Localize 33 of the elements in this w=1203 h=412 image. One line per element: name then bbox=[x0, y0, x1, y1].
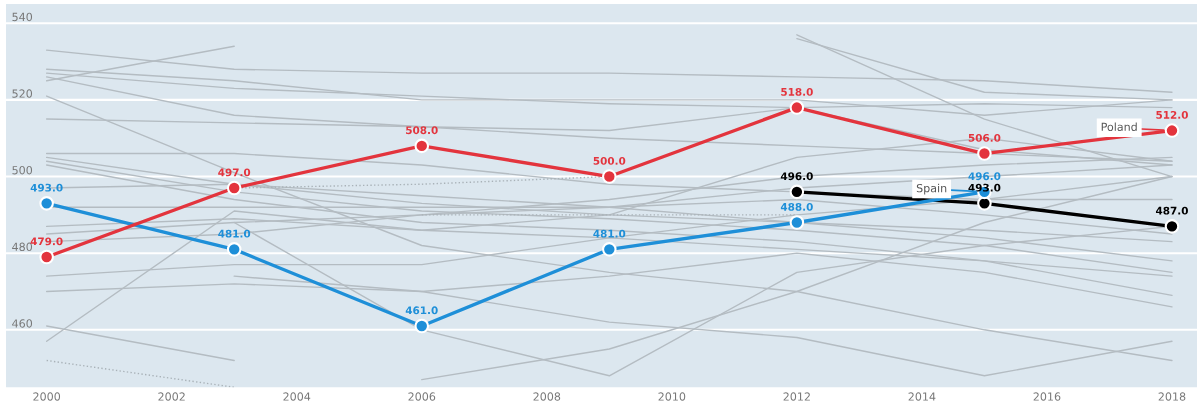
x-tick-label: 2004 bbox=[283, 392, 311, 401]
data-label: 493.0 bbox=[30, 183, 63, 192]
x-tick-label: 2000 bbox=[33, 392, 61, 401]
y-tick-label: 480 bbox=[12, 242, 33, 252]
data-label: 518.0 bbox=[781, 87, 813, 96]
data-label: 497.0 bbox=[218, 168, 251, 177]
x-tick-label: 2014 bbox=[908, 392, 936, 401]
data-label: 508.0 bbox=[406, 126, 438, 135]
data-label: 496.0 bbox=[780, 172, 813, 181]
x-tick-label: 2016 bbox=[1033, 392, 1061, 401]
data-label: 496.0 bbox=[968, 172, 1001, 181]
x-tick-label: 2012 bbox=[783, 392, 810, 401]
x-tick-label: 2018 bbox=[1158, 392, 1186, 401]
y-tick-label: 500 bbox=[12, 165, 33, 175]
data-label: 479.0 bbox=[30, 237, 63, 246]
x-tick-label: 2010 bbox=[658, 392, 686, 401]
data-label: 488.0 bbox=[780, 202, 813, 211]
legend-label: Poland bbox=[1101, 122, 1137, 132]
x-tick-label: 2006 bbox=[408, 392, 436, 401]
y-tick-label: 520 bbox=[12, 89, 33, 98]
data-label: 506.0 bbox=[968, 133, 1001, 142]
y-tick-label: 460 bbox=[12, 319, 33, 328]
data-label: 481.0 bbox=[593, 229, 626, 238]
data-label: 512.0 bbox=[1156, 110, 1188, 119]
x-tick-label: 2002 bbox=[158, 392, 185, 401]
data-label: 487.0 bbox=[1155, 206, 1188, 215]
legend-label: Spain bbox=[916, 183, 947, 195]
x-tick-label: 2008 bbox=[533, 392, 561, 401]
data-label: 493.0 bbox=[968, 183, 1001, 192]
data-label: 481.0 bbox=[218, 229, 251, 238]
y-tick-label: 540 bbox=[12, 12, 33, 22]
data-label: 461.0 bbox=[405, 306, 438, 315]
data-label: 500.0 bbox=[593, 156, 626, 165]
